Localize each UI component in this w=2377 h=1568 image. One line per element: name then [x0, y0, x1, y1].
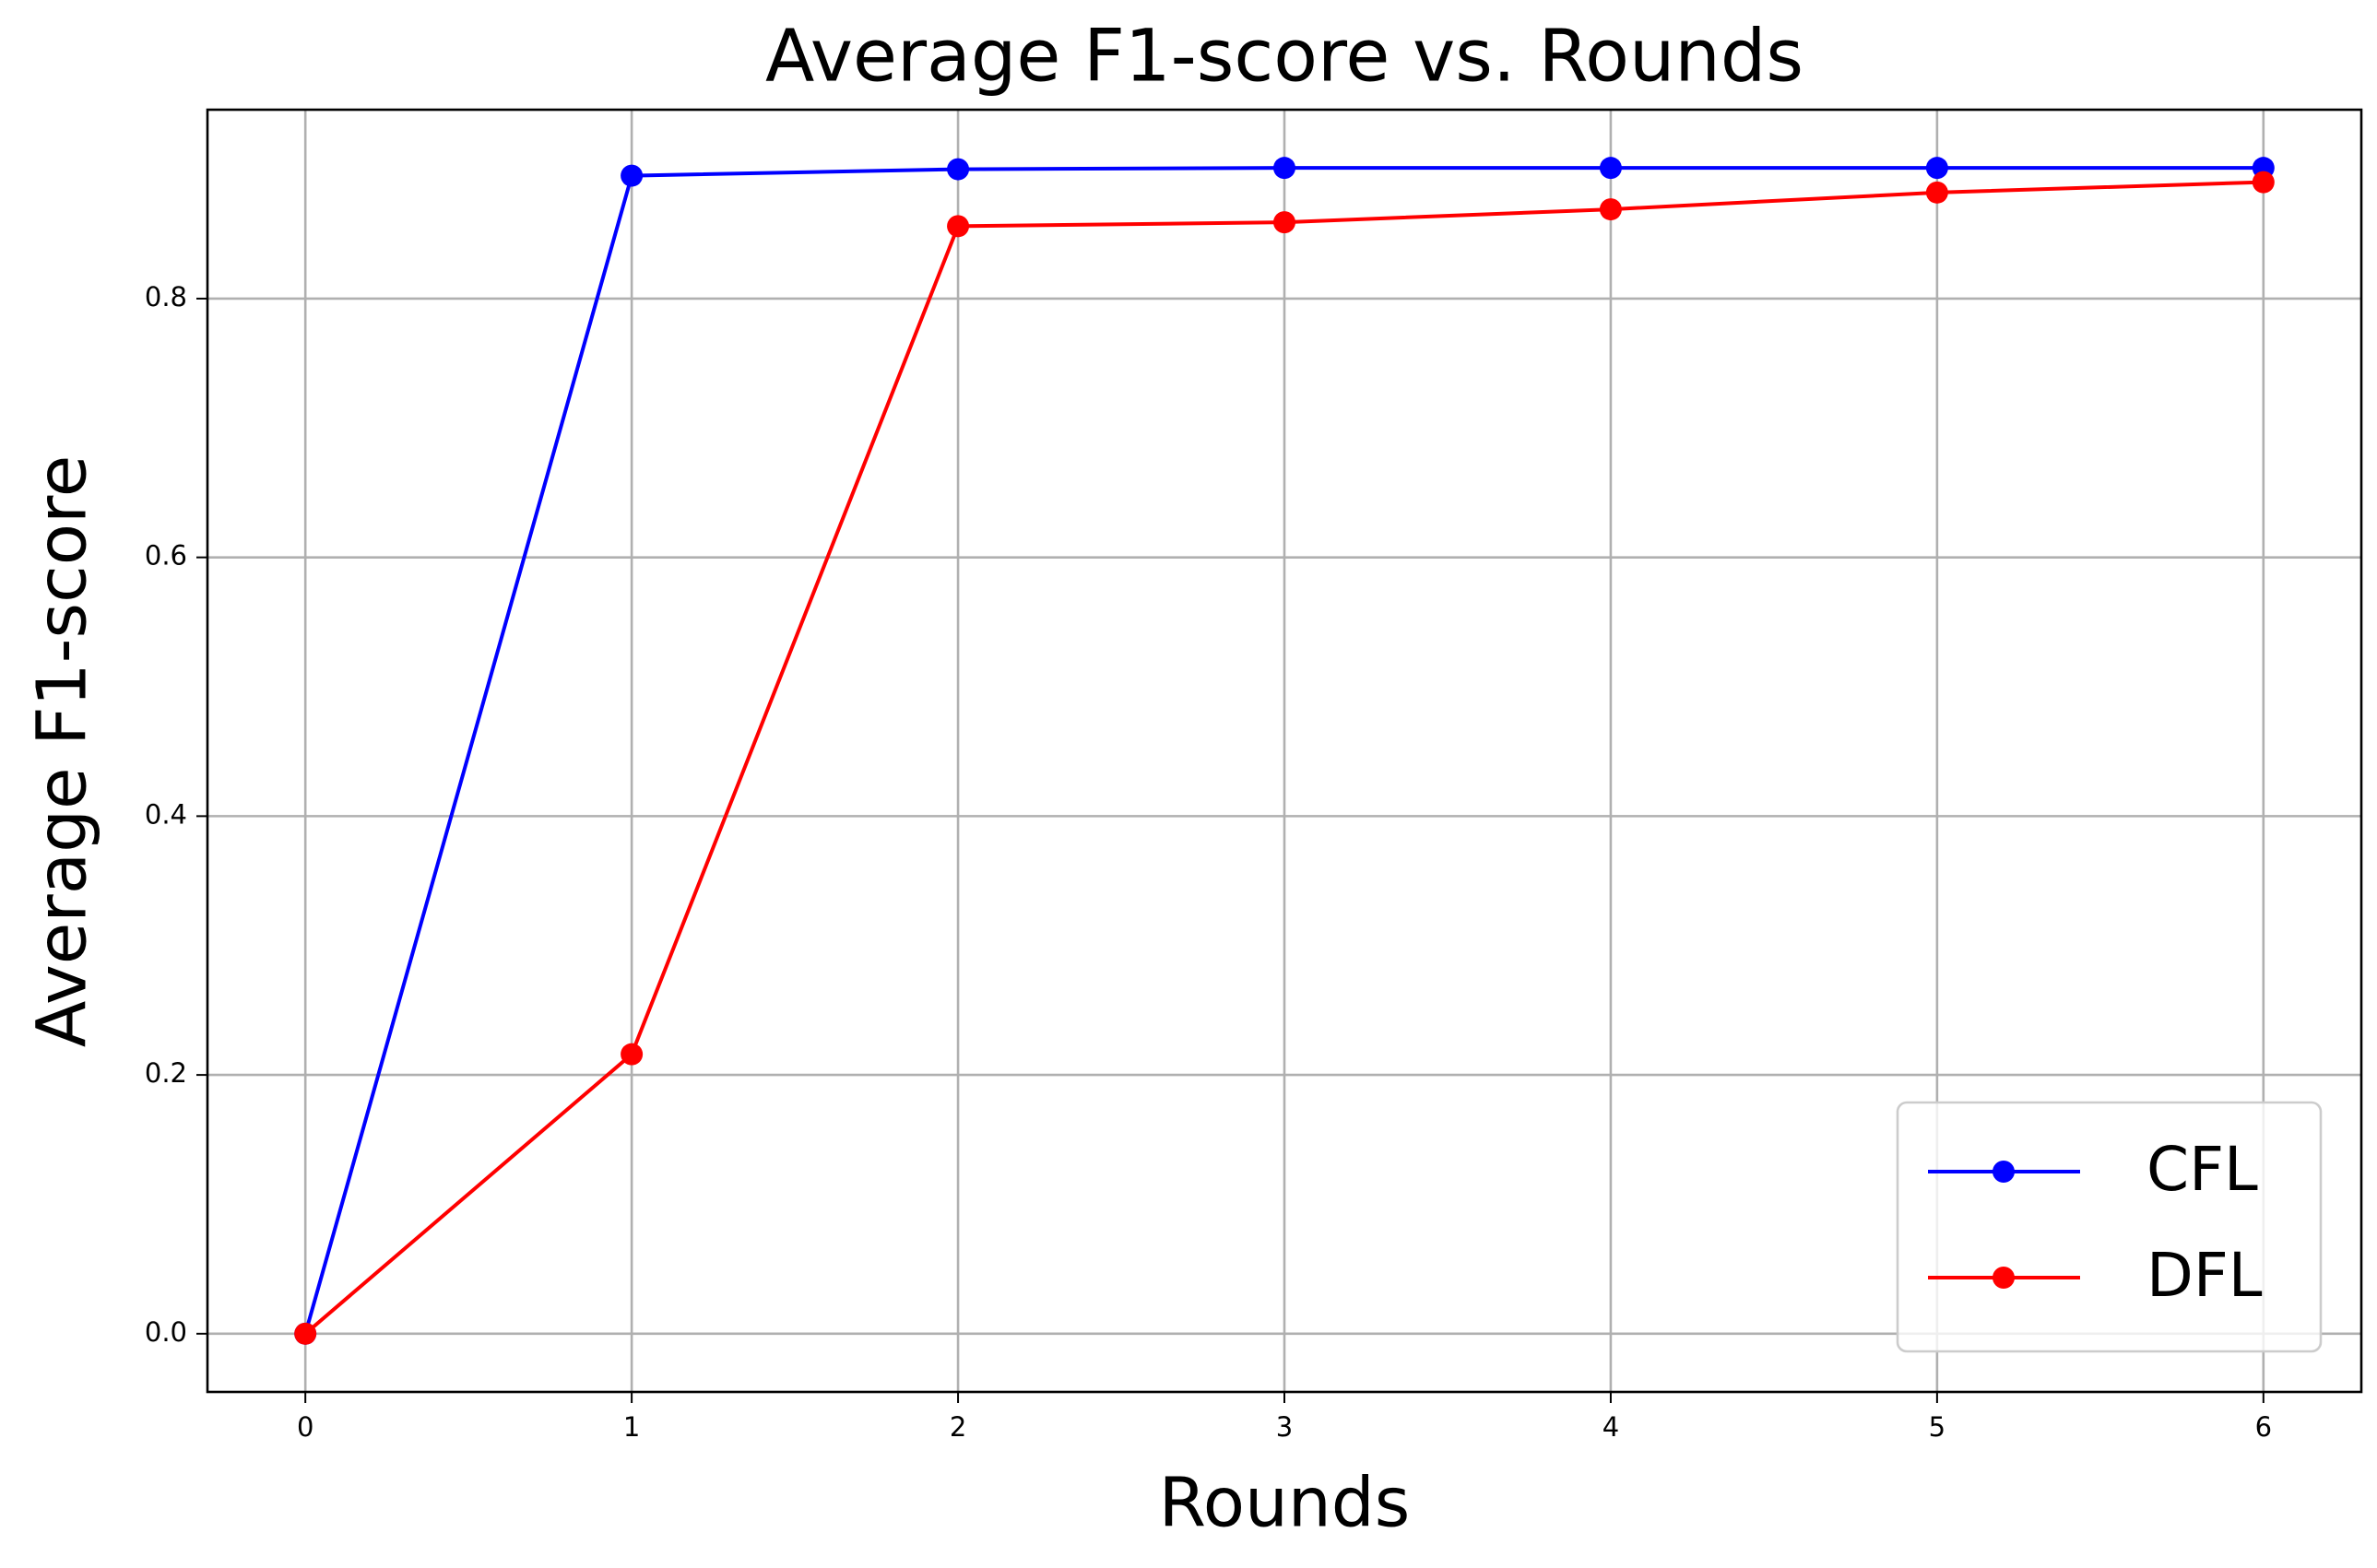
x-tick-label: 6 [2255, 1411, 2272, 1443]
data-point [621, 1043, 644, 1066]
data-point [1599, 157, 1622, 180]
data-point [947, 158, 970, 181]
chart-title: Average F1-score vs. Rounds [765, 15, 1803, 98]
y-tick-label: 0.6 [145, 540, 187, 572]
legend-marker [1993, 1161, 2015, 1183]
data-point [1925, 157, 1948, 180]
y-axis-label: Average F1-score [23, 455, 102, 1048]
data-point [1273, 157, 1295, 180]
x-tick-label: 3 [1276, 1411, 1293, 1443]
data-point [1925, 181, 1948, 204]
y-tick-label: 0.4 [145, 798, 187, 830]
legend-label: DFL [2146, 1240, 2263, 1311]
x-tick-label: 5 [1929, 1411, 1945, 1443]
data-point [621, 164, 644, 187]
y-tick-label: 0.0 [145, 1316, 187, 1348]
plot-frame [206, 108, 2363, 1394]
data-point [2252, 171, 2275, 194]
y-tick-label: 0.8 [145, 281, 187, 312]
x-tick-label: 4 [1602, 1411, 1619, 1443]
legend-label: CFL [2146, 1134, 2258, 1205]
data-point [1599, 198, 1622, 221]
y-tick-label: 0.2 [145, 1057, 187, 1089]
legend-marker [1993, 1267, 2015, 1289]
x-tick-label: 1 [623, 1411, 640, 1443]
x-axis-label: Rounds [1159, 1464, 1411, 1543]
data-point [1273, 211, 1295, 234]
data-point [947, 215, 970, 238]
x-tick-label: 2 [950, 1411, 966, 1443]
x-tick-label: 0 [297, 1411, 313, 1443]
data-point [294, 1322, 317, 1345]
